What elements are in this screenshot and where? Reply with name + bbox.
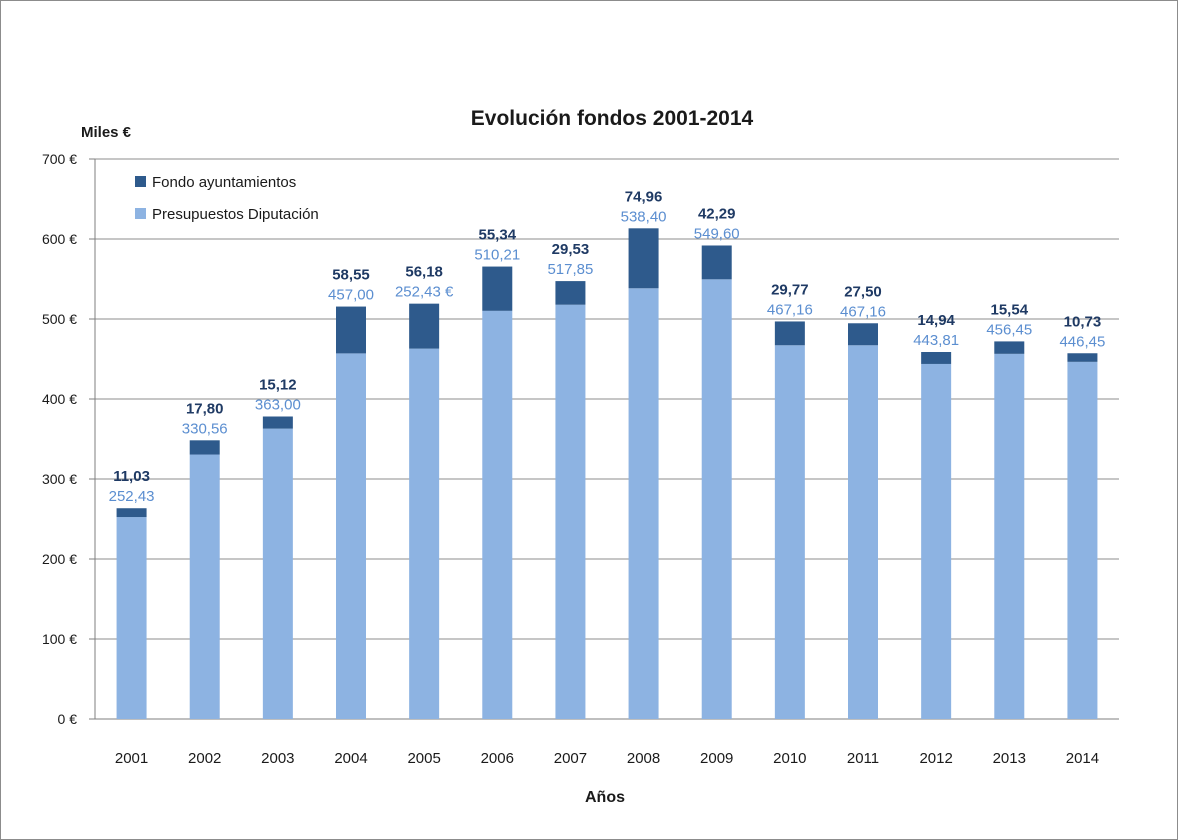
bar-presupuestos-diputacion: [409, 348, 440, 719]
chart-title: Evolución fondos 2001-2014: [471, 107, 754, 130]
bar-presupuestos-diputacion: [628, 288, 659, 719]
data-label-fondo-ayuntamientos: 14,94: [917, 312, 955, 329]
data-label-presupuestos-diputacion: 252,43: [109, 488, 155, 505]
legend-swatch-fondo-ayuntamientos: [135, 176, 146, 187]
bar-fondo-ayuntamientos: [1067, 353, 1098, 362]
legend-label-presupuestos-diputacion: Presupuestos Diputación: [152, 206, 319, 223]
data-label-presupuestos-diputacion: 517,85: [547, 261, 593, 278]
x-tick-label: 2002: [188, 750, 221, 767]
data-label-presupuestos-diputacion: 252,43 €: [395, 284, 454, 301]
y-tick-label: 600 €: [42, 231, 77, 247]
data-label-fondo-ayuntamientos: 58,55: [332, 267, 370, 284]
x-axis-title: Años: [585, 789, 625, 806]
data-label-fondo-ayuntamientos: 11,03: [113, 468, 150, 485]
data-label-fondo-ayuntamientos: 27,50: [844, 283, 882, 300]
bar-fondo-ayuntamientos: [774, 321, 805, 346]
x-tick-label: 2005: [407, 750, 440, 767]
bar-fondo-ayuntamientos: [409, 303, 440, 349]
bar-presupuestos-diputacion: [189, 454, 220, 719]
bar-presupuestos-diputacion: [701, 279, 732, 719]
bar-fondo-ayuntamientos: [189, 440, 220, 455]
y-tick-label: 700 €: [42, 151, 77, 167]
y-tick-label: 500 €: [42, 311, 77, 327]
bar-fondo-ayuntamientos: [336, 306, 366, 354]
x-axis-ticks: 2001 2002 2003 2004 2005 2006 2007 2008 2009 2010…: [115, 750, 1099, 767]
bar-fondo-ayuntamientos: [848, 323, 878, 346]
x-tick-label: 2003: [261, 750, 294, 767]
data-label-presupuestos-diputacion: 467,16: [767, 301, 813, 318]
bar-presupuestos-diputacion: [921, 363, 952, 719]
data-label-presupuestos-diputacion: 456,45: [986, 321, 1032, 338]
x-tick-label: 2001: [115, 750, 148, 767]
bar-fondo-ayuntamientos: [262, 416, 293, 429]
x-tick-label: 2012: [919, 750, 952, 767]
data-labels: 11,03 252,43 17,80 330,56 15,12 363,00 58,55 45…: [109, 188, 1106, 505]
y-tick-label: 0 €: [58, 711, 78, 727]
bar-presupuestos-diputacion: [1067, 361, 1098, 719]
bar-presupuestos-diputacion: [994, 353, 1025, 719]
x-tick-label: 2011: [847, 750, 879, 767]
y-axis-ticks: 0 € 100 € 200 € 300 € 400 € 500 € 600 € 700 €: [42, 151, 95, 727]
data-label-presupuestos-diputacion: 330,56: [182, 420, 228, 437]
data-label-presupuestos-diputacion: 549,60: [694, 225, 740, 242]
data-label-presupuestos-diputacion: 467,16: [840, 303, 886, 320]
x-tick-label: 2007: [554, 750, 587, 767]
x-tick-label: 2006: [481, 750, 514, 767]
y-tick-label: 400 €: [42, 391, 77, 407]
legend-swatch-presupuestos-diputacion: [135, 208, 146, 219]
x-tick-label: 2013: [993, 750, 1026, 767]
bar-presupuestos-diputacion: [848, 345, 878, 719]
bar-fondo-ayuntamientos: [921, 352, 952, 364]
data-label-fondo-ayuntamientos: 15,54: [991, 301, 1029, 318]
bars: [116, 228, 1098, 719]
data-label-fondo-ayuntamientos: 29,77: [771, 281, 809, 298]
bar-presupuestos-diputacion: [555, 304, 586, 719]
data-label-fondo-ayuntamientos: 17,80: [186, 400, 224, 417]
x-tick-label: 2010: [773, 750, 806, 767]
data-label-presupuestos-diputacion: 457,00: [328, 287, 374, 304]
bar-presupuestos-diputacion: [482, 310, 513, 719]
data-label-fondo-ayuntamientos: 56,18: [405, 264, 443, 281]
data-label-presupuestos-diputacion: 363,00: [255, 397, 301, 414]
data-label-fondo-ayuntamientos: 74,96: [625, 188, 663, 205]
data-label-fondo-ayuntamientos: 29,53: [552, 241, 590, 258]
bar-presupuestos-diputacion: [774, 345, 805, 719]
bar-fondo-ayuntamientos: [482, 266, 513, 311]
data-label-fondo-ayuntamientos: 15,12: [259, 377, 297, 394]
gridlines: [94, 158, 1119, 720]
legend: Fondo ayuntamientos Presupuestos Diputac…: [135, 174, 319, 223]
y-tick-label: 200 €: [42, 551, 77, 567]
legend-label-fondo-ayuntamientos: Fondo ayuntamientos: [152, 174, 296, 191]
x-tick-label: 2004: [334, 750, 367, 767]
data-label-fondo-ayuntamientos: 10,73: [1064, 313, 1102, 330]
bar-presupuestos-diputacion: [116, 517, 147, 719]
bar-fondo-ayuntamientos: [116, 508, 147, 518]
data-label-fondo-ayuntamientos: 42,29: [698, 205, 736, 222]
bar-fondo-ayuntamientos: [994, 341, 1025, 354]
data-label-presupuestos-diputacion: 538,40: [621, 208, 667, 225]
bar-fondo-ayuntamientos: [628, 228, 659, 289]
y-axis-unit-label: Miles €: [81, 124, 132, 141]
bar-presupuestos-diputacion: [262, 428, 293, 719]
x-tick-label: 2014: [1066, 750, 1099, 767]
x-tick-label: 2009: [700, 750, 733, 767]
data-label-presupuestos-diputacion: 446,45: [1059, 333, 1105, 350]
x-tick-label: 2008: [627, 750, 660, 767]
y-tick-label: 300 €: [42, 471, 77, 487]
data-label-fondo-ayuntamientos: 55,34: [479, 227, 517, 244]
bar-presupuestos-diputacion: [336, 353, 366, 719]
y-tick-label: 100 €: [42, 631, 77, 647]
bar-fondo-ayuntamientos: [701, 245, 732, 280]
data-label-presupuestos-diputacion: 510,21: [474, 247, 520, 264]
data-label-presupuestos-diputacion: 443,81: [913, 332, 959, 349]
bar-fondo-ayuntamientos: [555, 281, 586, 305]
